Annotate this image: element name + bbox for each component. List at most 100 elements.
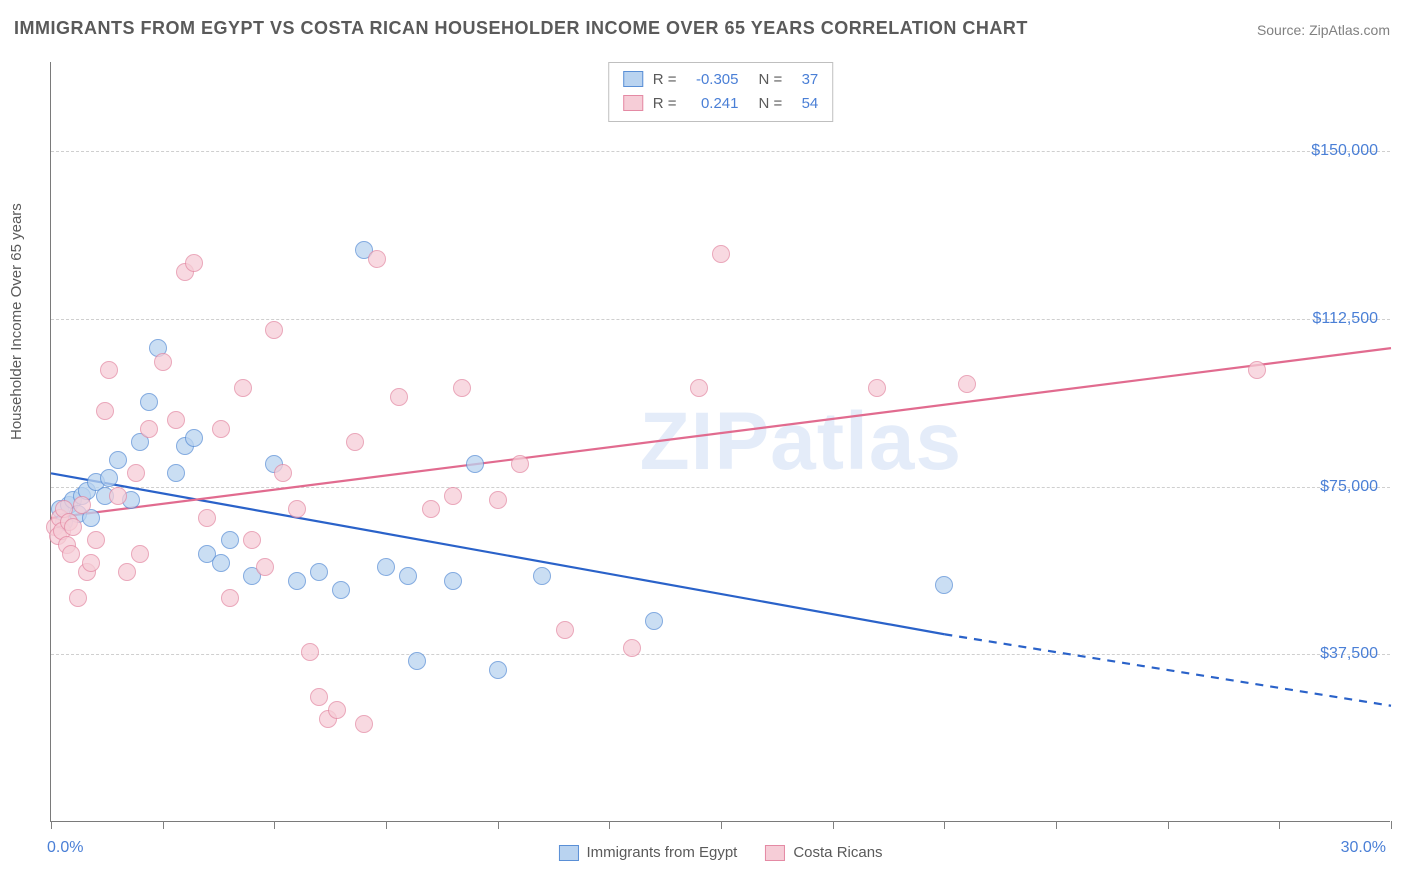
n-value: 54 xyxy=(792,95,818,112)
scatter-point xyxy=(87,531,105,549)
legend-label: Immigrants from Egypt xyxy=(586,844,737,861)
scatter-point xyxy=(185,429,203,447)
scatter-point xyxy=(408,652,426,670)
n-value: 37 xyxy=(792,71,818,88)
bottom-legend: Immigrants from Egypt Costa Ricans xyxy=(558,844,882,861)
scatter-point xyxy=(1248,361,1266,379)
scatter-point xyxy=(645,612,663,630)
scatter-point xyxy=(73,496,91,514)
y-tick-label: $150,000 xyxy=(1311,142,1378,160)
scatter-point xyxy=(399,567,417,585)
legend-swatch xyxy=(765,845,785,861)
scatter-point xyxy=(556,621,574,639)
scatter-point xyxy=(310,688,328,706)
scatter-point xyxy=(221,531,239,549)
scatter-point xyxy=(64,518,82,536)
x-max-label: 30.0% xyxy=(1341,839,1386,857)
stats-row: R = 0.241 N = 54 xyxy=(623,91,819,115)
scatter-point xyxy=(96,402,114,420)
scatter-point xyxy=(118,563,136,581)
scatter-point xyxy=(274,464,292,482)
scatter-point xyxy=(489,491,507,509)
scatter-point xyxy=(288,572,306,590)
x-tick xyxy=(1168,821,1169,829)
scatter-point xyxy=(212,420,230,438)
scatter-point xyxy=(868,379,886,397)
n-label: N = xyxy=(759,95,783,112)
scatter-point xyxy=(167,411,185,429)
legend-swatch xyxy=(623,95,643,111)
legend-item: Costa Ricans xyxy=(765,844,882,861)
scatter-point xyxy=(243,531,261,549)
scatter-point xyxy=(301,643,319,661)
legend-label: Costa Ricans xyxy=(793,844,882,861)
scatter-point xyxy=(185,254,203,272)
r-value: 0.241 xyxy=(687,95,739,112)
x-tick xyxy=(498,821,499,829)
scatter-point xyxy=(623,639,641,657)
x-tick xyxy=(274,821,275,829)
trend-lines-svg xyxy=(51,62,1390,821)
scatter-point xyxy=(198,509,216,527)
scatter-point xyxy=(167,464,185,482)
scatter-point xyxy=(265,321,283,339)
scatter-point xyxy=(533,567,551,585)
scatter-point xyxy=(377,558,395,576)
x-tick xyxy=(833,821,834,829)
scatter-point xyxy=(82,554,100,572)
scatter-point xyxy=(234,379,252,397)
scatter-point xyxy=(109,451,127,469)
scatter-point xyxy=(127,464,145,482)
scatter-point xyxy=(100,361,118,379)
scatter-point xyxy=(140,393,158,411)
chart-title: IMMIGRANTS FROM EGYPT VS COSTA RICAN HOU… xyxy=(14,18,1028,39)
x-tick xyxy=(944,821,945,829)
gridline xyxy=(51,319,1390,320)
trend-line xyxy=(51,348,1391,518)
y-tick-label: $112,500 xyxy=(1312,310,1378,328)
stats-row: R =-0.305N =37 xyxy=(623,67,819,91)
scatter-point xyxy=(355,715,373,733)
x-tick xyxy=(51,821,52,829)
scatter-point xyxy=(100,469,118,487)
r-label: R = xyxy=(653,95,677,112)
x-tick xyxy=(1279,821,1280,829)
gridline xyxy=(51,654,1390,655)
scatter-point xyxy=(390,388,408,406)
scatter-point xyxy=(288,500,306,518)
scatter-point xyxy=(310,563,328,581)
scatter-point xyxy=(256,558,274,576)
scatter-point xyxy=(154,353,172,371)
y-axis-label: Householder Income Over 65 years xyxy=(8,203,25,440)
gridline xyxy=(51,151,1390,152)
y-tick-label: $37,500 xyxy=(1320,645,1378,663)
scatter-point xyxy=(69,589,87,607)
scatter-point xyxy=(221,589,239,607)
x-min-label: 0.0% xyxy=(47,839,83,857)
x-tick xyxy=(609,821,610,829)
scatter-point xyxy=(328,701,346,719)
gridline xyxy=(51,487,1390,488)
scatter-point xyxy=(131,545,149,563)
x-tick xyxy=(1391,821,1392,829)
stats-box: R =-0.305N =37R =0.241N =54 xyxy=(608,62,834,122)
scatter-point xyxy=(346,433,364,451)
scatter-point xyxy=(444,487,462,505)
x-tick xyxy=(163,821,164,829)
scatter-point xyxy=(958,375,976,393)
scatter-point xyxy=(140,420,158,438)
source-attribution: Source: ZipAtlas.com xyxy=(1257,22,1390,38)
scatter-point xyxy=(368,250,386,268)
x-tick xyxy=(386,821,387,829)
scatter-point xyxy=(935,576,953,594)
scatter-point xyxy=(422,500,440,518)
scatter-point xyxy=(690,379,708,397)
scatter-point xyxy=(712,245,730,263)
y-tick-label: $75,000 xyxy=(1320,478,1378,496)
scatter-point xyxy=(444,572,462,590)
legend-item: Immigrants from Egypt xyxy=(558,844,737,861)
r-label: R = xyxy=(653,71,677,88)
plot-area: ZIPatlas $37,500$75,000$112,500$150,000 … xyxy=(50,62,1390,822)
legend-swatch xyxy=(558,845,578,861)
scatter-point xyxy=(489,661,507,679)
